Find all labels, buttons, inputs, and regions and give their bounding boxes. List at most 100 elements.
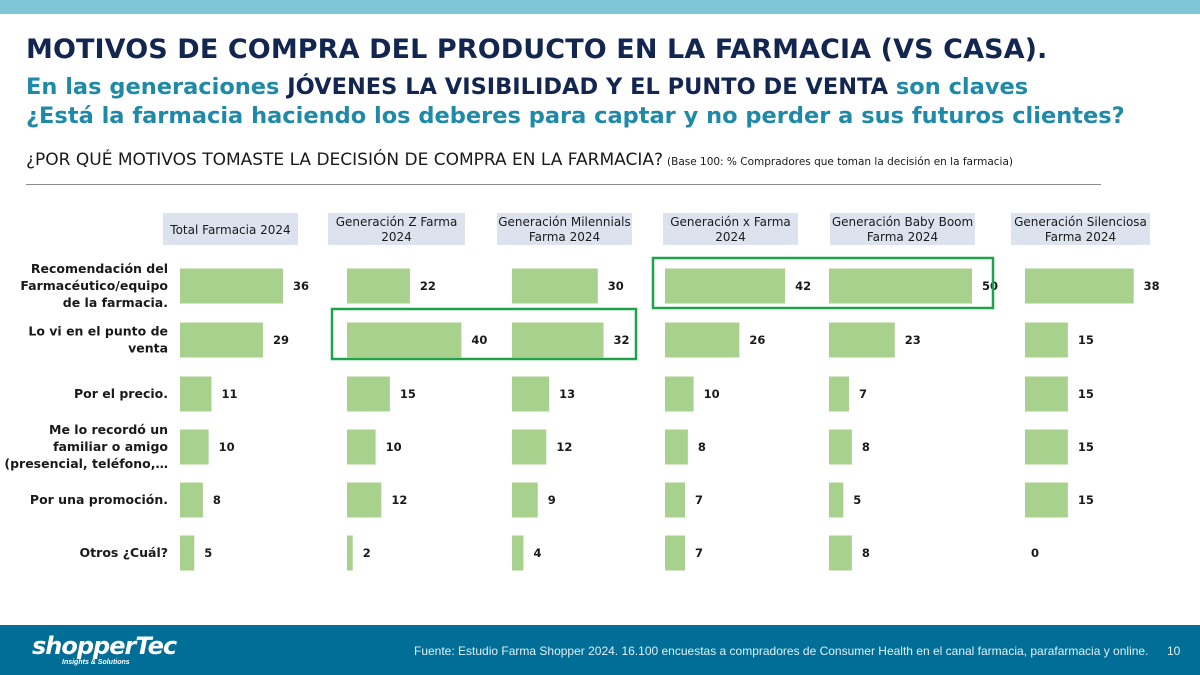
value-label: 5	[204, 546, 212, 560]
bar	[347, 429, 376, 465]
bar	[665, 429, 688, 465]
bar	[180, 429, 209, 465]
bar	[347, 376, 390, 412]
slide-title: MOTIVOS DE COMPRA DEL PRODUCTO EN LA FAR…	[26, 34, 1048, 65]
bar	[347, 482, 382, 518]
category-label: Recomendación del Farmacéutico/equipo de l…	[20, 261, 168, 310]
bar	[1025, 268, 1134, 304]
footer-bar: shopperTec Insights & Solutions Fuente: …	[0, 625, 1200, 675]
value-label: 10	[704, 387, 720, 401]
base-note: (Base 100: % Compradores que toman la de…	[667, 156, 1014, 168]
category-label: Otros ¿Cuál?	[80, 545, 168, 560]
source-note: Fuente: Estudio Farma Shopper 2024. 16.1…	[414, 644, 1149, 658]
top-accent-bar	[0, 0, 1200, 14]
bar	[180, 322, 263, 358]
bar	[1025, 482, 1068, 518]
bar	[512, 482, 538, 518]
value-label: 15	[1078, 440, 1094, 454]
value-label: 36	[293, 279, 309, 293]
bar-chart: Total Farmacia 2024 Generación Z Farma 202…	[4, 213, 1160, 571]
survey-question: ¿POR QUÉ MOTIVOS TOMASTE LA DECISIÓN DE …	[26, 150, 1013, 170]
bar	[180, 376, 212, 412]
panel-header-label: Generación x Farma 2024	[670, 215, 791, 244]
panel-header-bg	[663, 213, 798, 245]
value-label: 12	[391, 493, 407, 507]
value-label: 29	[273, 333, 289, 347]
subtitle-emphasis: JÓVENES LA VISIBILIDAD Y EL PUNTO DE VEN…	[287, 74, 889, 100]
bar	[665, 268, 786, 304]
value-label: 50	[982, 279, 998, 293]
panel-header-bg	[497, 213, 632, 245]
value-label: 5	[853, 493, 861, 507]
bar	[1025, 429, 1068, 465]
category-label: Por el precio.	[74, 386, 168, 401]
bar	[347, 322, 462, 358]
value-label: 13	[559, 387, 575, 401]
bar	[1025, 376, 1068, 412]
bar	[829, 268, 972, 304]
bar	[665, 535, 686, 571]
value-label: 42	[795, 279, 811, 293]
bar	[512, 429, 547, 465]
bar	[180, 482, 203, 518]
value-label: 4	[533, 546, 541, 560]
bar	[512, 376, 550, 412]
value-label: 26	[749, 333, 765, 347]
bar	[665, 322, 740, 358]
bar	[512, 268, 598, 304]
category-label: Lo vi en el punto de venta	[28, 324, 168, 356]
value-label: 9	[548, 493, 556, 507]
value-label: 10	[386, 440, 402, 454]
value-label: 15	[400, 387, 416, 401]
value-label: 8	[862, 440, 870, 454]
value-label: 8	[698, 440, 706, 454]
panel-header-bg	[328, 213, 465, 245]
logo-wordmark: shopperTec	[32, 632, 177, 660]
panel-header-label: Generación Milennials Farma 2024	[498, 215, 631, 244]
bar	[347, 268, 410, 304]
value-label: 22	[420, 279, 436, 293]
value-label: 40	[471, 333, 487, 347]
subtitle-part-1: En las generaciones	[26, 74, 288, 100]
value-label: 8	[213, 493, 221, 507]
value-label: 15	[1078, 333, 1094, 347]
subtitle-part-3: son claves	[888, 74, 1029, 100]
panel-header-bg	[163, 213, 298, 245]
bar	[347, 535, 353, 571]
value-label: 2	[363, 546, 371, 560]
value-label: 38	[1144, 279, 1160, 293]
value-label: 23	[905, 333, 921, 347]
slide-subtitle: En las generaciones JÓVENES LA VISIBILID…	[26, 74, 1028, 100]
shoppertec-logo: shopperTec Insights & Solutions	[32, 632, 177, 667]
value-label: 11	[221, 387, 237, 401]
value-label: 15	[1078, 387, 1094, 401]
panel-header-label: Generación Baby Boom Farma 2024	[832, 215, 973, 244]
panel-header-label: Generación Z Farma 2024	[336, 215, 458, 244]
bar	[180, 268, 283, 304]
category-label: Por una promoción.	[30, 492, 168, 507]
value-label: 10	[219, 440, 235, 454]
bar	[829, 376, 850, 412]
bar	[665, 482, 686, 518]
value-label: 12	[556, 440, 572, 454]
value-label: 15	[1078, 493, 1094, 507]
value-label: 32	[614, 333, 630, 347]
bar	[512, 535, 524, 571]
category-label: Me lo recordó un familiar o amigo (presenc…	[4, 422, 168, 471]
panel-header-label: Generación Silenciosa Farma 2024	[1014, 215, 1147, 244]
bar	[829, 322, 895, 358]
page-number: 10	[1167, 644, 1181, 658]
bar	[829, 429, 852, 465]
bar	[829, 535, 852, 571]
value-label: 7	[859, 387, 867, 401]
bar	[829, 482, 844, 518]
panel-header-bg	[830, 213, 975, 245]
question-text: ¿POR QUÉ MOTIVOS TOMASTE LA DECISIÓN DE …	[26, 150, 664, 170]
value-label: 7	[695, 493, 703, 507]
value-label: 30	[608, 279, 624, 293]
value-label: 0	[1031, 546, 1039, 560]
value-label: 8	[862, 546, 870, 560]
highlight-box	[651, 256, 995, 310]
bar	[180, 535, 195, 571]
bar	[1025, 322, 1068, 358]
